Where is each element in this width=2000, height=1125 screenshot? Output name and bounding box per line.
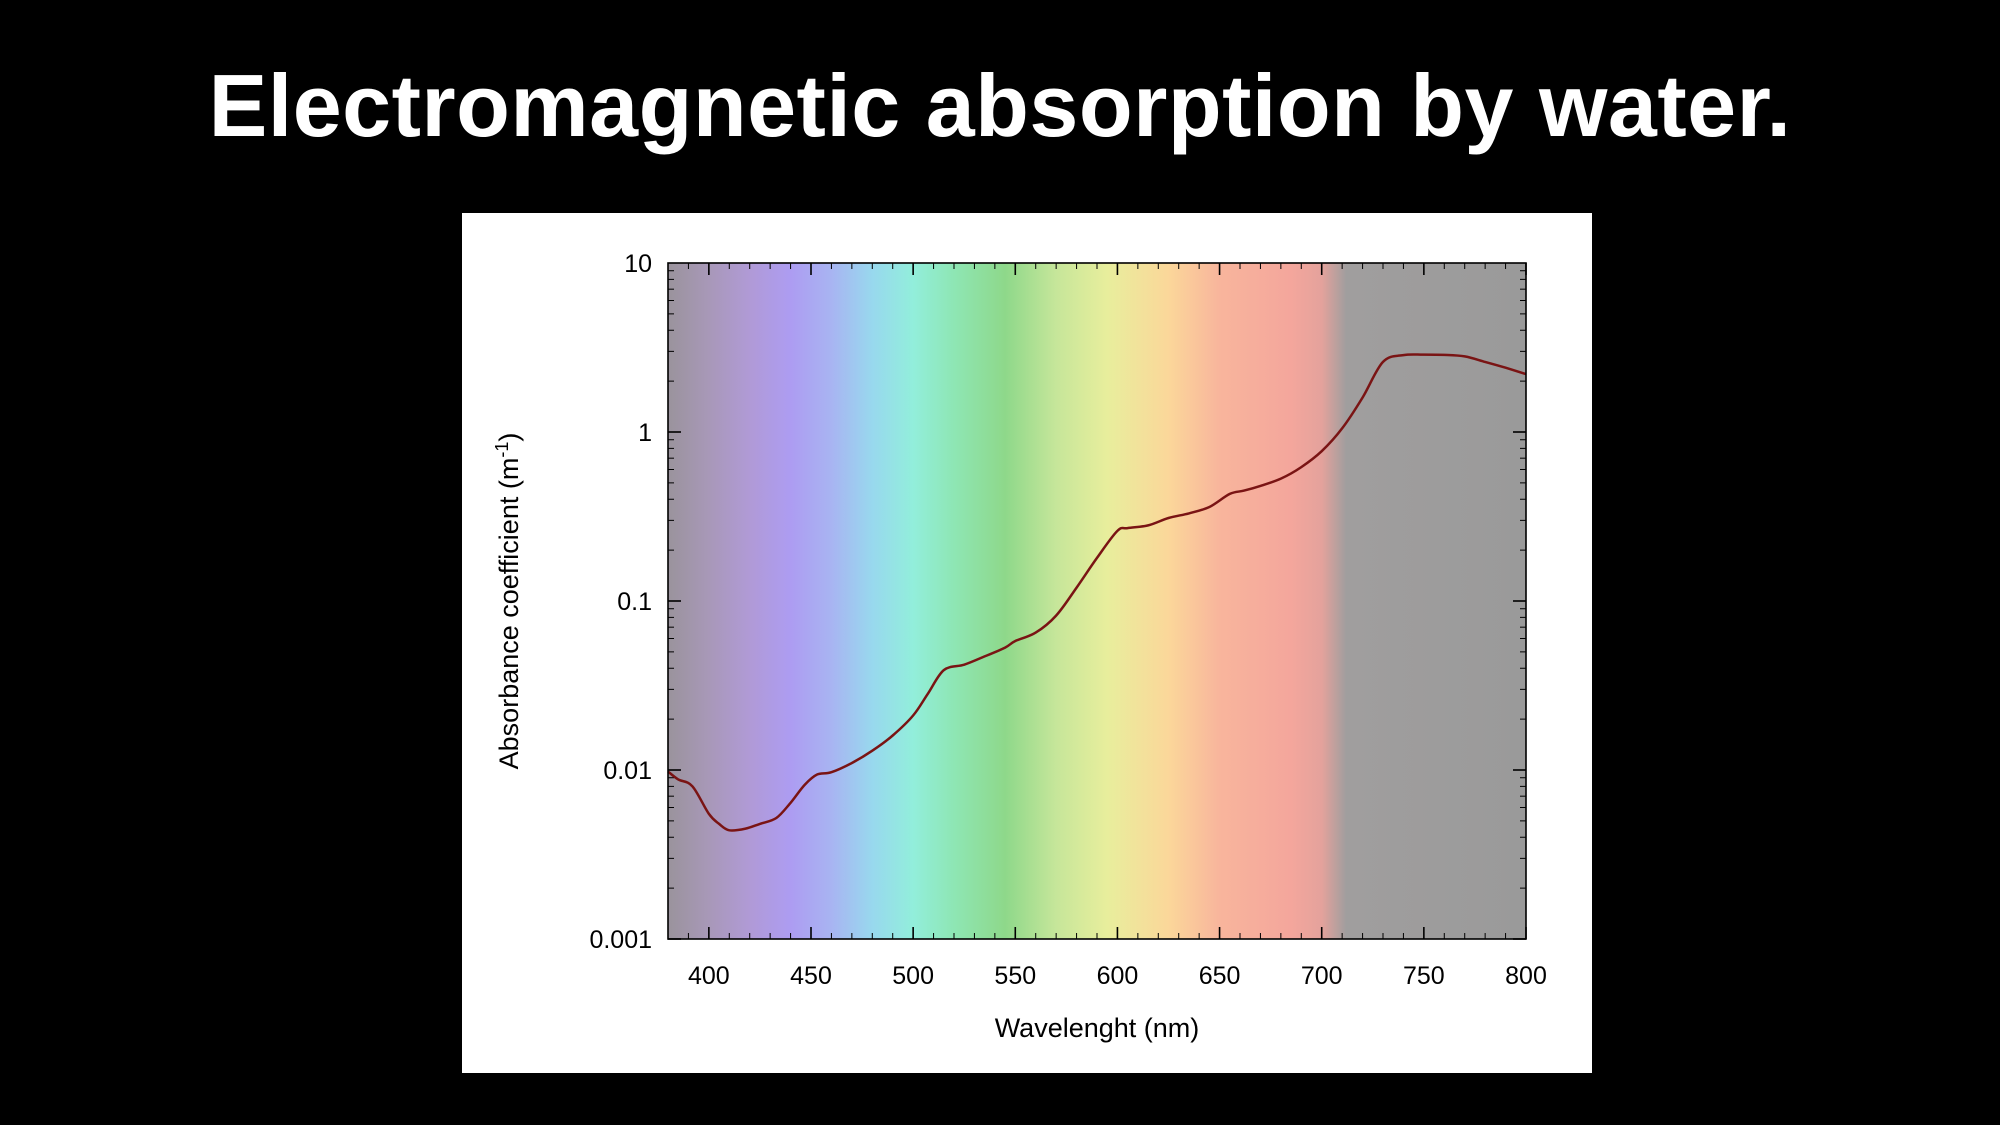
chart-panel: 400 450 500 550 600 650 700 750 800 0.001 0.01 0.1… (462, 213, 1592, 1073)
y-axis-label-main: Absorbance coefficient (m (494, 458, 524, 770)
x-tick-labels: 400 450 500 550 600 650 700 750 800 (688, 962, 1547, 990)
x-tick-label: 750 (1403, 962, 1445, 990)
spectrum-background (668, 263, 1526, 939)
y-tick-label: 0.01 (603, 757, 652, 785)
x-tick-label: 500 (892, 962, 934, 990)
y-tick-label: 0.001 (589, 926, 652, 954)
y-tick-label: 10 (624, 250, 652, 278)
x-tick-label: 400 (688, 962, 730, 990)
y-tick-labels: 0.001 0.01 0.1 1 10 (589, 250, 652, 954)
x-axis-ticks (667, 263, 1527, 939)
y-axis-label: Absorbance coefficient (m-1) (492, 433, 524, 770)
x-tick-label: 600 (1097, 962, 1139, 990)
x-tick-label: 800 (1505, 962, 1547, 990)
x-axis-label: Wavelenght (nm) (995, 1013, 1200, 1043)
x-tick-label: 450 (790, 962, 832, 990)
plot-frame (667, 262, 1527, 940)
x-tick-label: 700 (1301, 962, 1343, 990)
y-tick-label: 1 (638, 419, 652, 447)
x-tick-label: 650 (1199, 962, 1241, 990)
y-tick-label: 0.1 (617, 588, 652, 616)
y-axis-ticks (668, 270, 1526, 940)
y-axis-label-close: ) (494, 433, 524, 442)
series-line-absorbance (667, 353, 1527, 832)
y-axis-label-superscript: -1 (492, 442, 512, 458)
slide-title: Electromagnetic absorption by water. (208, 56, 1792, 155)
x-tick-label: 550 (994, 962, 1036, 990)
absorption-chart: 400 450 500 550 600 650 700 750 800 0.001 0.01 0.1… (492, 250, 1547, 1043)
